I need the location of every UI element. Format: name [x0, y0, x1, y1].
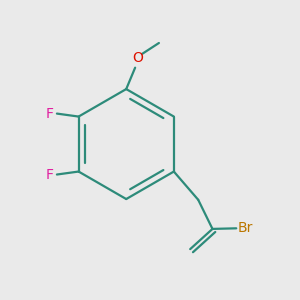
Text: F: F	[46, 167, 54, 182]
Text: F: F	[46, 106, 54, 121]
Text: Br: Br	[238, 221, 254, 235]
Text: O: O	[133, 51, 143, 65]
